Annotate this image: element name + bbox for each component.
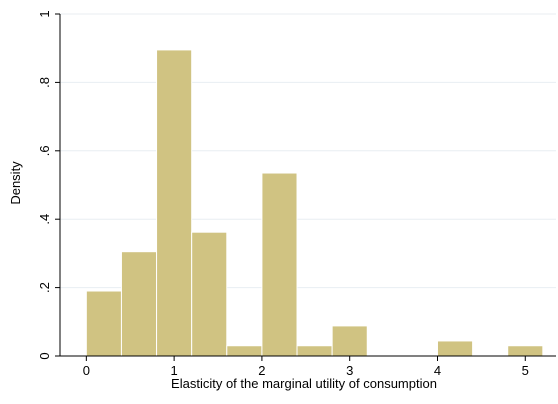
y-tick-label-1: .2 — [37, 282, 52, 293]
histogram-bar-1 — [120, 251, 158, 357]
histogram-bar-7 — [331, 325, 368, 357]
histogram-bar-6 — [296, 345, 333, 357]
axes — [55, 13, 556, 361]
x-tick-label-2: 2 — [258, 363, 265, 378]
y-tick-label-0: 0 — [37, 352, 52, 359]
y-tick-label-4: .8 — [37, 77, 52, 88]
histogram-bar-0 — [85, 290, 122, 357]
histogram-bars — [85, 49, 544, 357]
histogram-bar-2 — [156, 49, 193, 357]
y-tick-label-3: .6 — [37, 145, 52, 156]
y-axis-title: Density — [8, 161, 23, 205]
y-tick-label-2: .4 — [37, 214, 52, 225]
x-tick-label-5: 5 — [522, 363, 529, 378]
x-axis-title: Elasticity of the marginal utility of co… — [171, 376, 437, 391]
x-tick-label-4: 4 — [434, 363, 441, 378]
x-tick-label-3: 3 — [346, 363, 353, 378]
x-tick-label-1: 1 — [171, 363, 178, 378]
x-tick-label-0: 0 — [83, 363, 90, 378]
y-tick-label-5: 1 — [37, 10, 52, 17]
grid-lines — [60, 13, 556, 289]
tick-labels: 0 .2 .4 .6 .8 1 0 1 2 3 4 5 — [37, 10, 529, 378]
histogram-bar-5 — [261, 172, 298, 357]
histogram-bar-4 — [226, 345, 263, 357]
histogram-bar-3 — [191, 231, 228, 357]
histogram-bar-10 — [436, 340, 474, 357]
histogram-bar-12 — [507, 345, 544, 357]
